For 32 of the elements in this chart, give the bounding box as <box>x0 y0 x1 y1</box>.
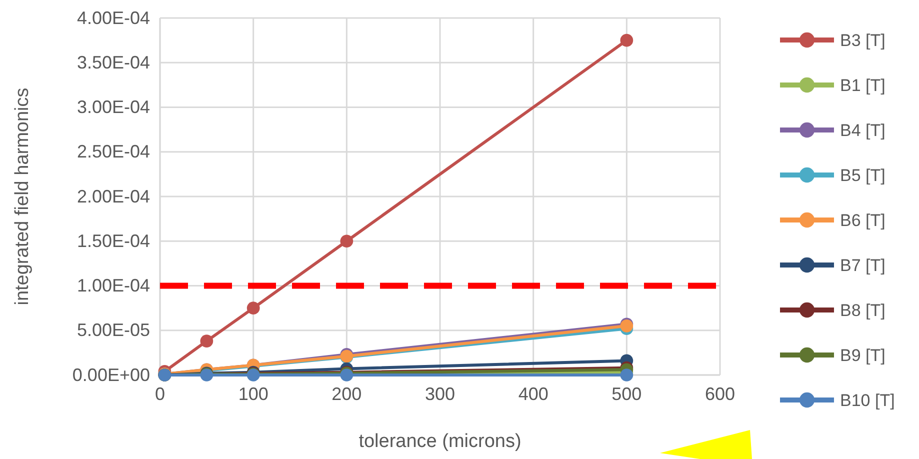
y-tick-label: 4.00E-04 <box>76 8 150 28</box>
y-tick-label: 1.00E-04 <box>76 276 150 296</box>
y-tick-label: 0.00E+00 <box>72 364 150 385</box>
y-tick-label: 2.00E-04 <box>76 186 150 206</box>
y-axis-title: integrated field harmonics <box>12 88 33 306</box>
x-tick-label: 100 <box>238 384 268 404</box>
point <box>246 302 260 314</box>
point <box>620 34 634 47</box>
legend-label: B5 [T] <box>840 166 886 185</box>
x-tick-label: 200 <box>332 384 362 404</box>
x-tick-label: 0 <box>154 384 166 404</box>
y-tick-label: 2.50E-04 <box>76 142 150 162</box>
y-tick-label: 3.50E-04 <box>76 52 150 72</box>
legend-label: B6 [T] <box>840 211 886 230</box>
legend-label: B9 [T] <box>840 346 886 365</box>
legend-label: B7 [T] <box>840 256 886 275</box>
point <box>200 334 214 348</box>
legend-label: B4 [T] <box>840 121 886 140</box>
x-tick-label: 600 <box>704 384 736 404</box>
legend-label: B1 [T] <box>840 76 886 95</box>
y-tick-label: 5.00E-05 <box>76 320 150 340</box>
x-tick-label: 300 <box>424 384 456 404</box>
y-tick-label: 1.50E-04 <box>76 230 150 251</box>
y-tick-label: 3.00E-04 <box>76 97 150 118</box>
x-tick-label: 500 <box>612 384 642 404</box>
legend-label: B3 [T] <box>840 31 886 50</box>
x-tick-label: 400 <box>518 384 548 404</box>
legend-label: B8 [T] <box>840 301 886 320</box>
x-axis-title: tolerance (microns) <box>358 431 522 452</box>
point <box>340 234 354 248</box>
legend-label: B10 [T] <box>840 391 895 410</box>
point <box>620 368 634 382</box>
